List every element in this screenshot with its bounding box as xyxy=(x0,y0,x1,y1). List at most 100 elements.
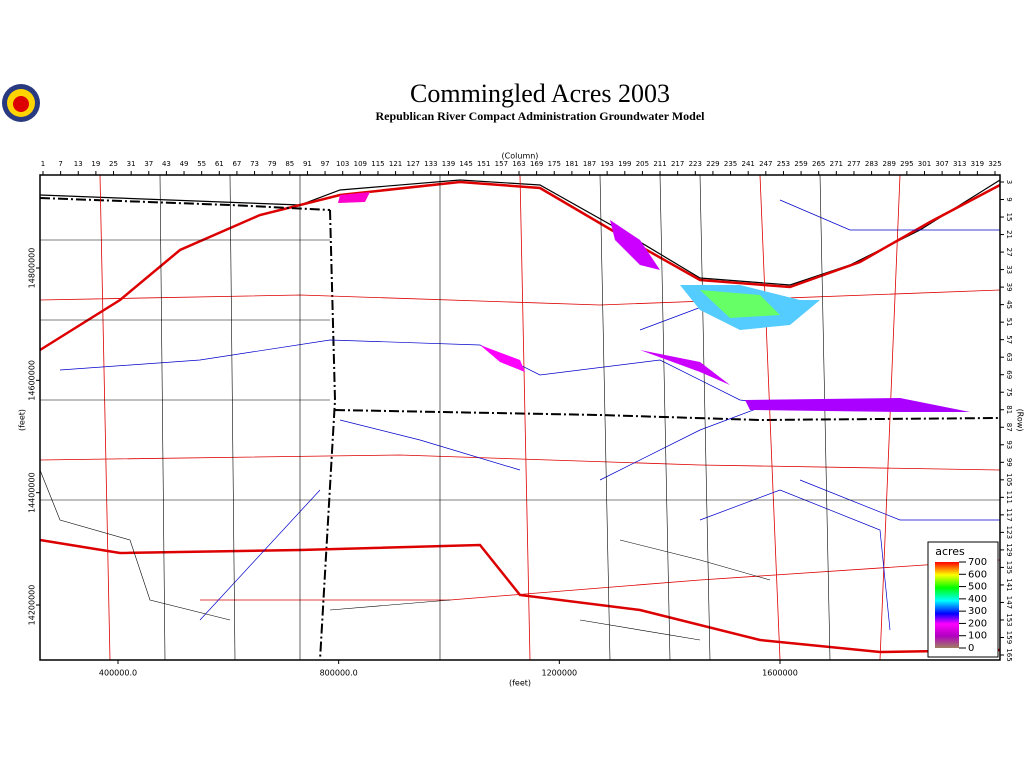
legend-tick-label: 300 xyxy=(968,606,987,617)
column-tick-label: 31 xyxy=(127,160,136,168)
column-tick-label: 19 xyxy=(91,160,100,168)
row-tick-label: 117 xyxy=(1005,508,1013,521)
column-tick-label: 223 xyxy=(689,160,702,168)
column-tick-label: 199 xyxy=(618,160,631,168)
legend-title: acres xyxy=(935,545,965,558)
column-tick-label: 61 xyxy=(215,160,224,168)
column-tick-label: 115 xyxy=(371,160,384,168)
y-tick-label: 14400000 xyxy=(28,472,37,513)
y-tick-label: 14800000 xyxy=(28,248,37,289)
x-tick-label: 1200000 xyxy=(542,669,578,678)
row-tick-label: 51 xyxy=(1005,318,1013,327)
row-tick-label: 63 xyxy=(1005,353,1013,362)
column-tick-label: 133 xyxy=(424,160,437,168)
column-tick-label: 37 xyxy=(144,160,153,168)
row-tick-label: 57 xyxy=(1005,335,1013,344)
legend-tick-label: 200 xyxy=(968,618,987,629)
column-tick-label: 205 xyxy=(636,160,649,168)
row-tick-label: 39 xyxy=(1005,283,1013,292)
x-tick-label: 400000.0 xyxy=(99,669,137,678)
row-tick-label: 141 xyxy=(1005,578,1013,591)
column-tick-label: 91 xyxy=(303,160,312,168)
column-tick-label: 229 xyxy=(706,160,719,168)
x-tick-label: 800000.0 xyxy=(320,669,358,678)
column-tick-label: 307 xyxy=(935,160,948,168)
column-tick-label: 271 xyxy=(830,160,843,168)
column-tick-label: 49 xyxy=(180,160,189,168)
row-tick-label: 147 xyxy=(1005,596,1013,609)
column-tick-label: 85 xyxy=(285,160,294,168)
column-tick-label: 253 xyxy=(777,160,790,168)
column-tick-label: 289 xyxy=(883,160,896,168)
column-tick-label: 7 xyxy=(58,160,62,168)
row-tick-label: 93 xyxy=(1005,440,1013,449)
row-tick-label: 3 xyxy=(1005,180,1013,184)
column-tick-label: 55 xyxy=(197,160,206,168)
column-tick-label: 43 xyxy=(162,160,171,168)
row-tick-label: 105 xyxy=(1005,473,1013,486)
column-tick-label: 247 xyxy=(759,160,772,168)
column-tick-label: 127 xyxy=(407,160,420,168)
row-tick-label: 129 xyxy=(1005,543,1013,556)
legend-tick-label: 0 xyxy=(968,643,974,654)
commingled-areas xyxy=(338,192,970,412)
column-tick-label: 67 xyxy=(232,160,241,168)
column-tick-label: 109 xyxy=(354,160,367,168)
column-tick-label: 163 xyxy=(512,160,525,168)
row-tick-label: 33 xyxy=(1005,265,1013,274)
legend-tick-label: 600 xyxy=(968,569,987,580)
row-tick-label: 159 xyxy=(1005,631,1013,644)
logo xyxy=(2,84,40,122)
row-tick-label: 153 xyxy=(1005,613,1013,626)
column-tick-label: 283 xyxy=(865,160,878,168)
x-tick-label: 1600000 xyxy=(762,669,798,678)
column-tick-label: 277 xyxy=(847,160,860,168)
column-label: (Column) xyxy=(502,152,539,161)
column-tick-label: 259 xyxy=(794,160,807,168)
column-tick-label: 301 xyxy=(918,160,931,168)
y-tick-label: 14600000 xyxy=(28,360,37,401)
row-tick-label: 111 xyxy=(1005,491,1013,504)
row-tick-label: 99 xyxy=(1005,458,1013,467)
column-tick-label: 193 xyxy=(600,160,613,168)
column-tick-label: 79 xyxy=(268,160,277,168)
column-tick-label: 325 xyxy=(988,160,1001,168)
column-tick-label: 187 xyxy=(583,160,596,168)
row-tick-label: 123 xyxy=(1005,526,1013,539)
column-tick-label: 25 xyxy=(109,160,118,168)
column-tick-label: 169 xyxy=(530,160,543,168)
column-tick-label: 265 xyxy=(812,160,825,168)
subtitle: Republican River Compact Administration … xyxy=(375,109,705,123)
column-tick-label: 13 xyxy=(74,160,83,168)
column-tick-label: 1 xyxy=(41,160,45,168)
row-label: (Row) xyxy=(1016,409,1024,432)
column-tick-label: 295 xyxy=(900,160,913,168)
legend-tick-label: 400 xyxy=(968,594,987,605)
row-tick-label: 9 xyxy=(1005,197,1013,201)
row-tick-label: 27 xyxy=(1005,248,1013,257)
row-tick-label: 45 xyxy=(1005,300,1013,309)
column-tick-label: 241 xyxy=(741,160,754,168)
y-axis-label: (feet) xyxy=(18,409,27,431)
column-tick-label: 211 xyxy=(653,160,666,168)
color-bar xyxy=(935,562,959,648)
column-tick-label: 235 xyxy=(724,160,737,168)
row-tick-label: 75 xyxy=(1005,388,1013,397)
row-tick-label: 81 xyxy=(1005,405,1013,414)
title: Commingled Acres 2003 xyxy=(410,79,670,108)
legend-tick-label: 700 xyxy=(968,557,987,568)
legend-tick-label: 500 xyxy=(968,582,987,593)
column-tick-label: 313 xyxy=(953,160,966,168)
row-tick-label: 87 xyxy=(1005,423,1013,432)
column-tick-label: 103 xyxy=(336,160,349,168)
column-tick-label: 139 xyxy=(442,160,455,168)
column-tick-label: 73 xyxy=(250,160,259,168)
row-tick-label: 21 xyxy=(1005,230,1013,239)
column-tick-label: 97 xyxy=(321,160,330,168)
x-axis-label: (feet) xyxy=(509,679,531,688)
column-tick-label: 145 xyxy=(459,160,472,168)
row-tick-label: 135 xyxy=(1005,561,1013,574)
column-tick-label: 175 xyxy=(548,160,561,168)
